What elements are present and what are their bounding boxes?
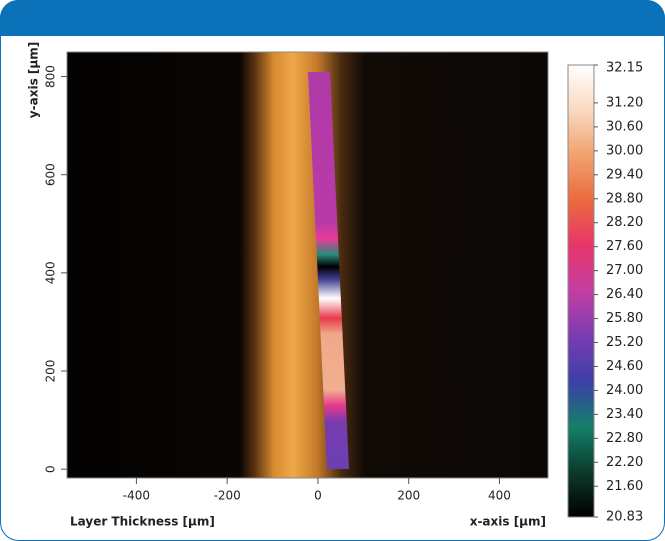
colorbar-tick-label: 31.20 [606,95,643,110]
colorbar-tick-label: 29.40 [606,167,643,182]
x-tick-label: -200 [214,489,241,503]
micrograph [67,52,548,478]
colorbar-tick-label: 25.20 [606,335,643,350]
micrograph-background [67,52,548,478]
colorbar-tick-label: 22.20 [606,455,643,470]
colorbar-tick-label: 20.83 [606,510,643,525]
colorbar-tick-label: 23.40 [606,407,643,422]
y-tick-label: 200 [44,360,58,383]
colorbar-tick-label: 27.00 [606,263,643,278]
x-tick-label: -400 [123,489,150,503]
colorbar-tick-label: 32.15 [606,61,643,76]
colorbar-tick-label: 30.60 [606,119,643,134]
colorbar-tick-label: 22.80 [606,431,643,446]
x-axis-label: x-axis [µm] [470,515,546,529]
colorbar-tick-label: 28.80 [606,191,643,206]
header-bar [0,0,665,36]
colorbar-tick-label: 24.00 [606,383,643,398]
colorbar-tick-label: 25.80 [606,311,643,326]
colorbar-tick-label: 28.20 [606,215,643,230]
y-axis-label: y-axis [µm] [27,42,41,118]
caption: Layer Thickness [µm] [70,515,215,529]
colorbar-tick-label: 30.00 [606,143,643,158]
colorbar-tick-label: 24.60 [606,359,643,374]
y-tick-label: 0 [44,465,58,473]
x-tick-label: 0 [314,489,322,503]
colorbar-tick-label: 21.60 [606,479,643,494]
page: Layer Thickness [µm] x-axis [µm] y-axis … [0,0,665,541]
x-tick-label: 200 [397,489,420,503]
y-tick-label: 800 [44,65,58,88]
colorbar [568,65,594,517]
colorbar-tick-label: 26.40 [606,287,643,302]
x-tick-label: 400 [488,489,511,503]
colorbar-tick-label: 27.60 [606,239,643,254]
y-tick-label: 600 [44,163,58,186]
y-tick-label: 400 [44,261,58,284]
